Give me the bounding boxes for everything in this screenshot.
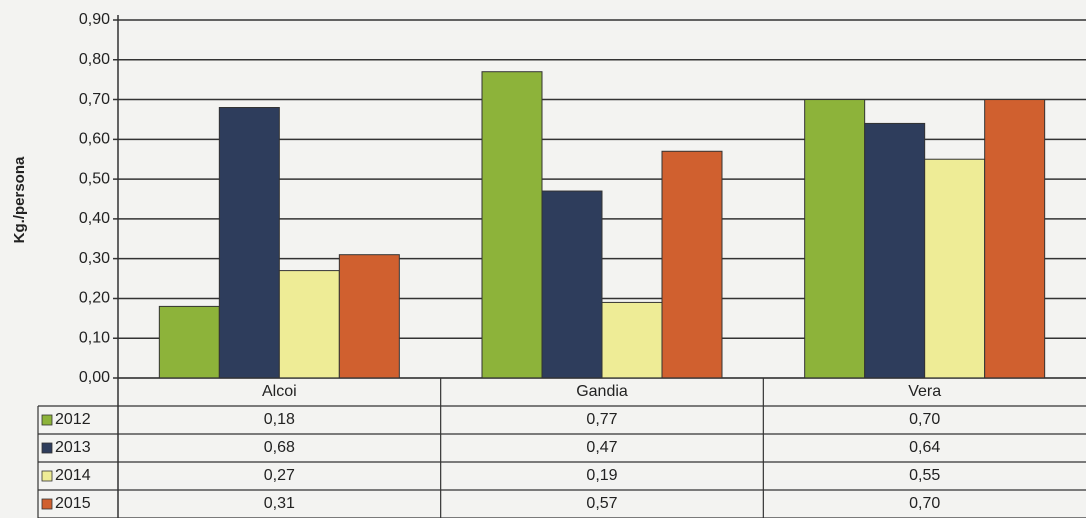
y-tick-label: 0,80 xyxy=(79,51,110,68)
table-value: 0,68 xyxy=(264,439,295,456)
legend-swatch xyxy=(41,470,53,482)
y-axis-label: Kg./persona xyxy=(11,156,28,243)
bar xyxy=(158,305,220,379)
y-tick-label: 0,60 xyxy=(79,131,110,148)
table-value: 0,57 xyxy=(586,495,617,512)
y-tick-label: 0,00 xyxy=(79,369,110,386)
x-tick-label: Alcoi xyxy=(262,383,297,400)
y-tick-label: 0,10 xyxy=(79,329,110,346)
table-value: 0,55 xyxy=(909,467,940,484)
table-value: 0,47 xyxy=(586,439,617,456)
bar xyxy=(278,270,340,379)
y-tick-label: 0,20 xyxy=(79,290,110,307)
table-value: 0,77 xyxy=(586,411,617,428)
x-tick-label: Vera xyxy=(908,383,941,400)
legend-label: 2015 xyxy=(55,495,91,512)
y-tick-label: 0,50 xyxy=(79,170,110,187)
legend-swatch xyxy=(41,442,53,454)
table-value: 0,64 xyxy=(909,439,940,456)
bar xyxy=(218,107,280,379)
y-tick-label: 0,90 xyxy=(79,11,110,28)
table-value: 0,27 xyxy=(264,467,295,484)
y-tick-label: 0,70 xyxy=(79,91,110,108)
legend-swatch xyxy=(41,498,53,510)
y-tick-label: 0,40 xyxy=(79,210,110,227)
bar xyxy=(804,99,866,379)
table-value: 0,18 xyxy=(264,411,295,428)
legend-label: 2013 xyxy=(55,439,91,456)
table-value: 0,19 xyxy=(586,467,617,484)
table-value: 0,70 xyxy=(909,411,940,428)
bar xyxy=(864,122,926,379)
legend-label: 2012 xyxy=(55,411,91,428)
table-value: 0,31 xyxy=(264,495,295,512)
x-tick-label: Gandia xyxy=(576,383,628,400)
table-value: 0,70 xyxy=(909,495,940,512)
legend-label: 2014 xyxy=(55,467,91,484)
bar xyxy=(984,99,1046,379)
y-tick-label: 0,30 xyxy=(79,250,110,267)
bar xyxy=(661,150,723,379)
bar xyxy=(601,301,663,379)
bar xyxy=(481,71,543,379)
bar xyxy=(924,158,986,379)
bar xyxy=(338,254,400,379)
bar xyxy=(541,190,603,379)
legend-swatch xyxy=(41,414,53,426)
